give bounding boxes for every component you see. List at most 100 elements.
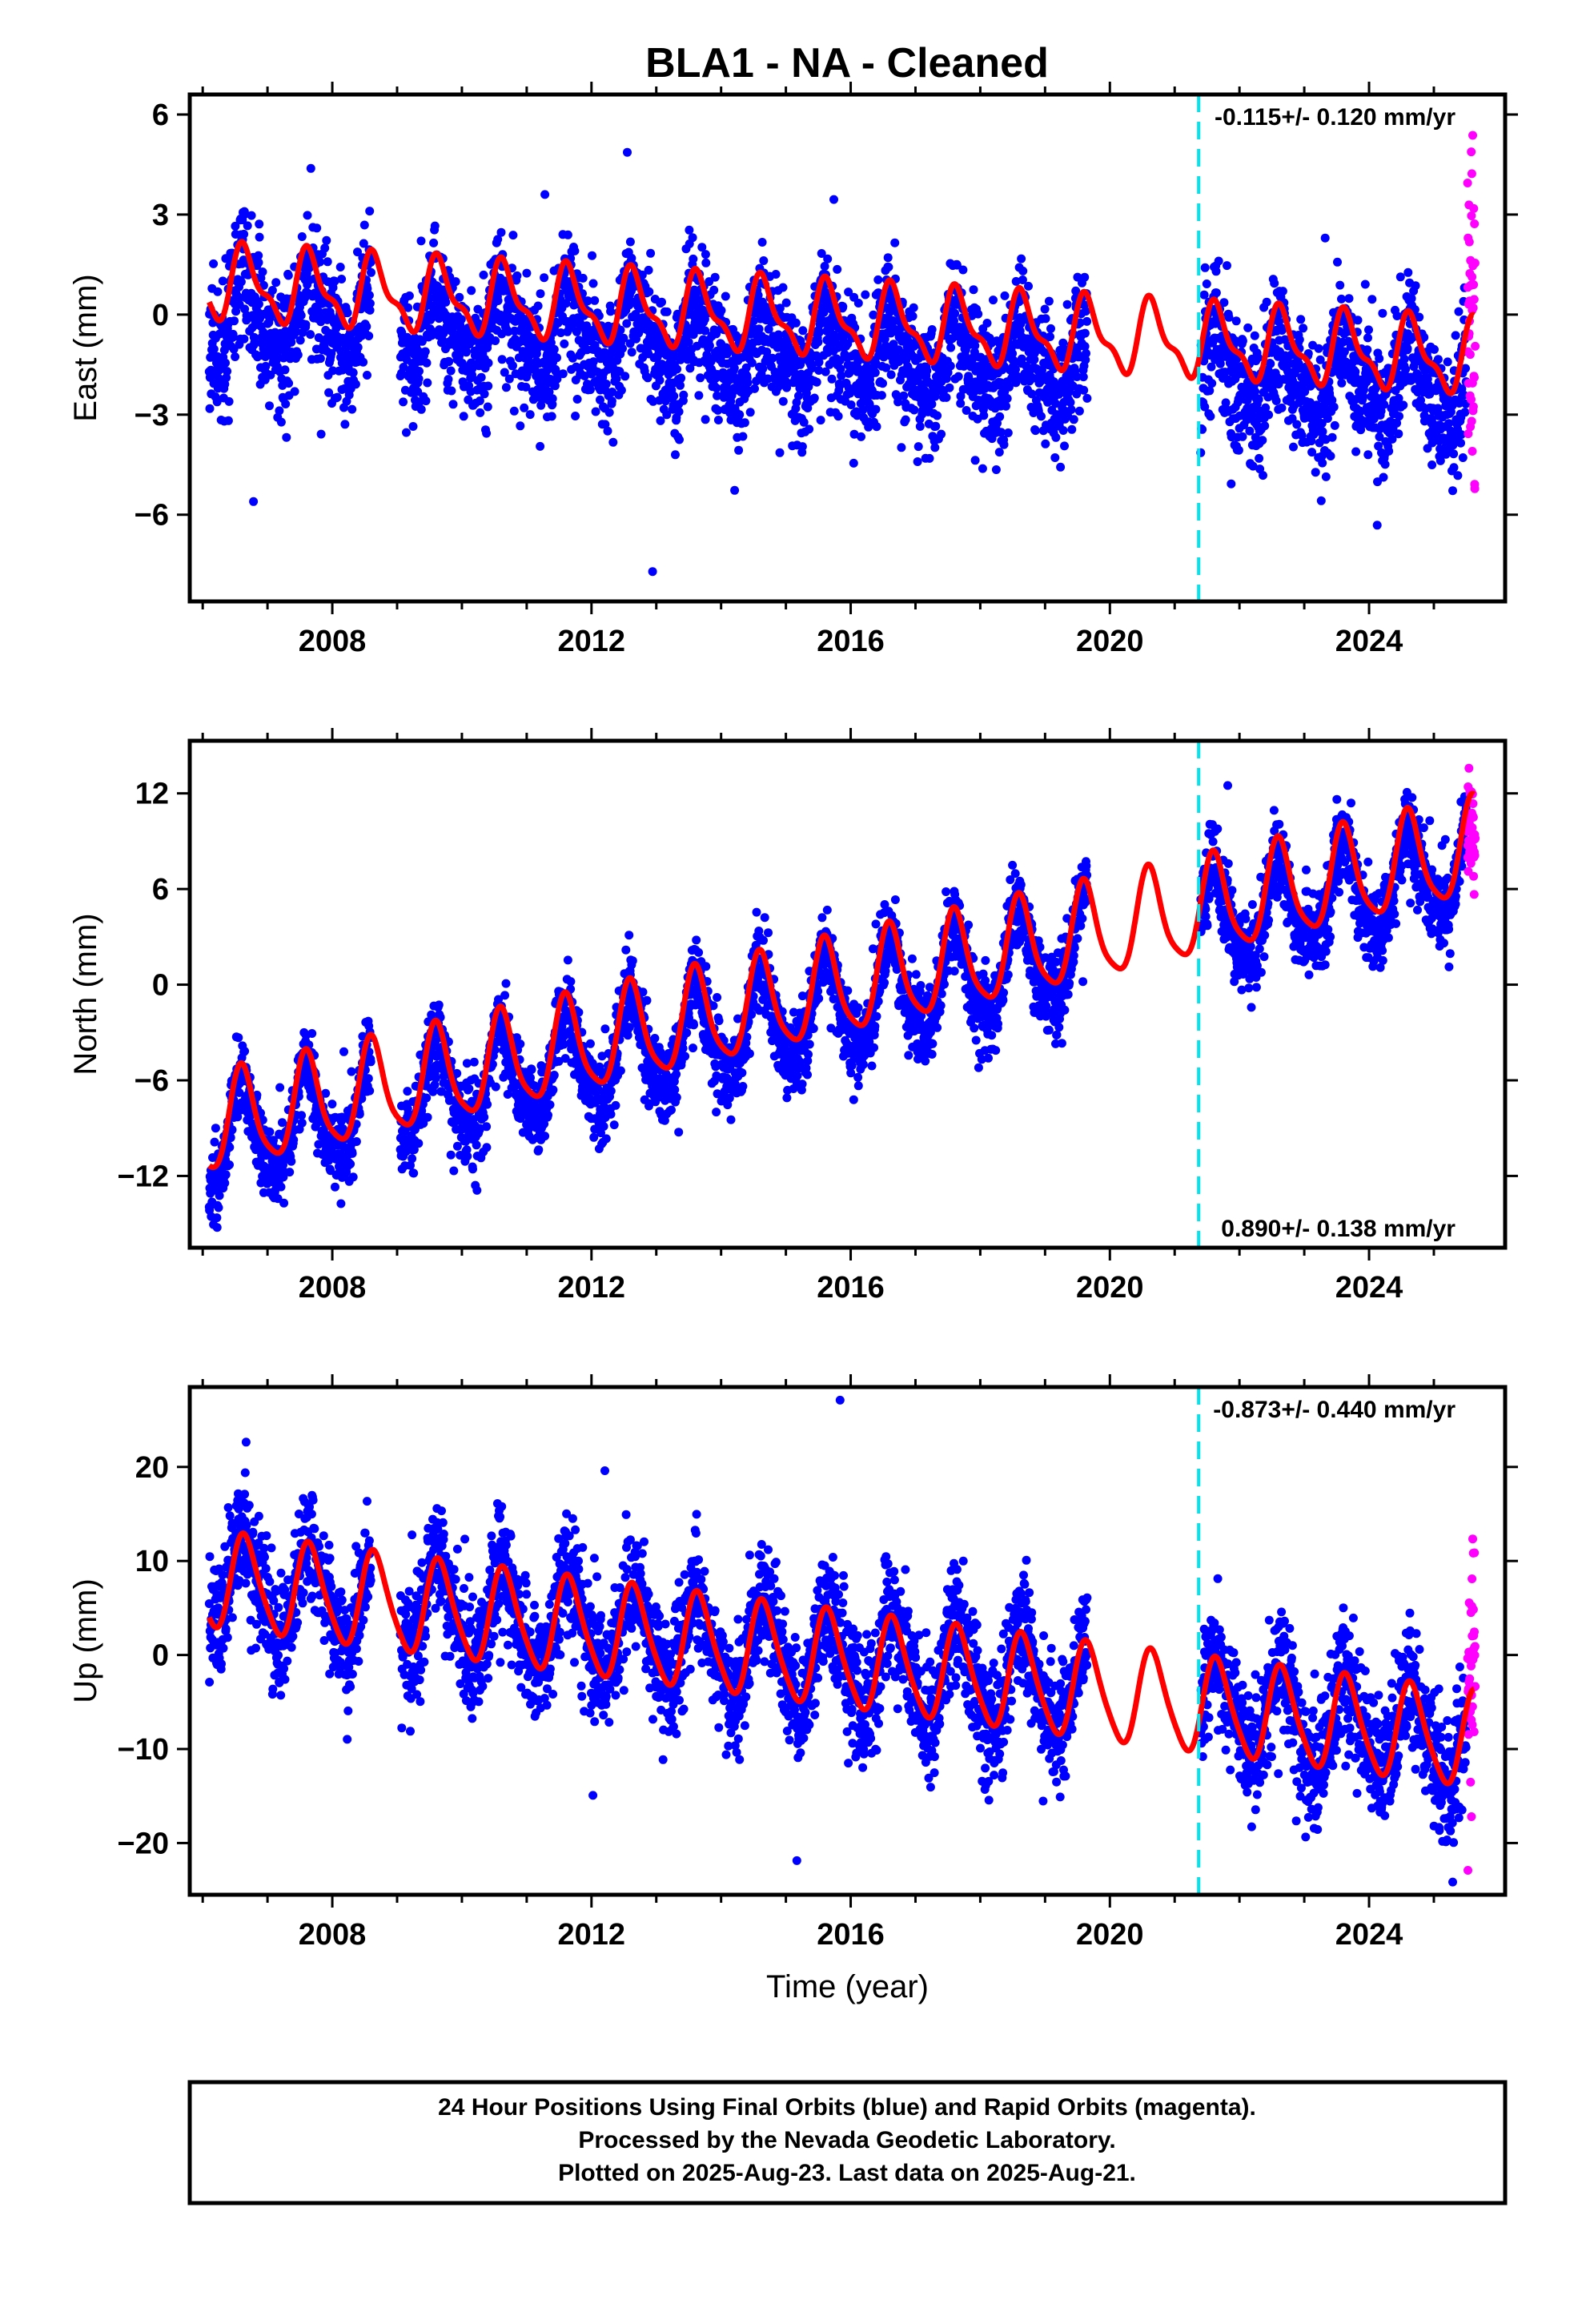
data-point	[441, 297, 451, 307]
data-point	[909, 303, 918, 312]
data-point	[347, 1067, 356, 1076]
data-point	[927, 400, 937, 409]
data-point	[747, 358, 757, 368]
data-point	[1316, 496, 1326, 505]
x-tick-label: 2012	[558, 625, 626, 658]
data-point	[306, 163, 315, 173]
data-point	[414, 374, 424, 384]
data-point	[287, 1156, 296, 1166]
data-point	[234, 1033, 243, 1043]
data-point	[696, 373, 705, 383]
data-point	[1379, 400, 1389, 409]
data-point	[1321, 472, 1331, 481]
data-point	[927, 325, 937, 334]
data-point	[547, 412, 556, 421]
data-point	[468, 370, 476, 380]
data-point	[332, 392, 342, 402]
data-point	[775, 304, 785, 313]
data-point	[601, 380, 611, 388]
data-point	[1395, 412, 1403, 421]
data-point	[585, 385, 595, 395]
data-point	[417, 336, 427, 346]
data-point	[897, 443, 906, 452]
data-point	[1356, 425, 1366, 435]
data-point	[455, 352, 464, 360]
data-point	[1224, 312, 1234, 322]
data-point	[899, 391, 909, 400]
data-point	[616, 385, 626, 395]
data-point	[462, 1145, 472, 1155]
data-point	[958, 265, 968, 275]
data-point	[220, 380, 230, 389]
data-point	[1419, 332, 1429, 342]
data-point	[836, 364, 845, 374]
data-point	[1060, 441, 1069, 451]
data-point	[717, 306, 726, 316]
data-point	[849, 429, 859, 439]
data-point	[323, 257, 332, 267]
data-point	[1223, 261, 1231, 271]
data-point	[893, 397, 903, 407]
data-point	[1470, 484, 1480, 493]
data-point	[1058, 426, 1068, 435]
data-point	[1230, 336, 1239, 345]
data-point	[877, 391, 886, 400]
data-point	[336, 1199, 346, 1208]
data-point	[449, 1166, 459, 1176]
data-point	[570, 246, 580, 255]
data-point	[1360, 279, 1370, 289]
data-point	[413, 387, 423, 396]
data-point	[1017, 354, 1026, 364]
data-point	[1449, 449, 1459, 459]
x-tick-label: 2024	[1335, 625, 1403, 658]
data-point	[1018, 275, 1027, 284]
data-point	[676, 380, 685, 390]
data-point	[1337, 378, 1347, 388]
data-point	[814, 357, 824, 367]
data-point	[297, 232, 307, 241]
data-point	[1254, 353, 1263, 363]
data-point	[782, 383, 792, 392]
data-point	[326, 1166, 335, 1176]
data-point	[290, 387, 299, 396]
data-point	[1287, 414, 1297, 424]
data-point	[646, 248, 656, 258]
data-point	[1394, 429, 1403, 439]
data-point	[479, 270, 488, 279]
data-point	[247, 211, 256, 220]
data-point	[357, 1094, 367, 1104]
data-point	[476, 408, 485, 417]
data-point	[348, 1172, 358, 1182]
data-point	[662, 307, 672, 316]
data-point	[221, 1170, 231, 1180]
data-point	[1082, 348, 1090, 358]
data-point	[606, 307, 616, 316]
data-point	[540, 190, 550, 199]
data-point	[942, 392, 951, 402]
data-point	[484, 381, 493, 391]
data-point	[837, 371, 846, 380]
data-point	[753, 291, 763, 300]
data-point	[1375, 354, 1384, 364]
data-point	[363, 371, 371, 380]
data-point	[1242, 415, 1251, 424]
data-point	[627, 253, 636, 263]
data-point	[285, 1168, 295, 1177]
data-point	[846, 400, 856, 409]
data-point	[347, 404, 357, 414]
data-point	[399, 363, 408, 372]
data-point	[1333, 257, 1342, 267]
data-point	[1277, 326, 1287, 335]
data-point	[1010, 357, 1020, 367]
data-point	[1375, 432, 1384, 441]
data-point	[315, 257, 325, 267]
data-point	[1296, 315, 1306, 324]
data-point	[1415, 312, 1424, 322]
data-point	[1262, 297, 1271, 307]
data-point	[689, 254, 698, 263]
series-points-1	[204, 147, 1471, 577]
data-point	[871, 404, 881, 414]
data-point	[996, 428, 1006, 437]
